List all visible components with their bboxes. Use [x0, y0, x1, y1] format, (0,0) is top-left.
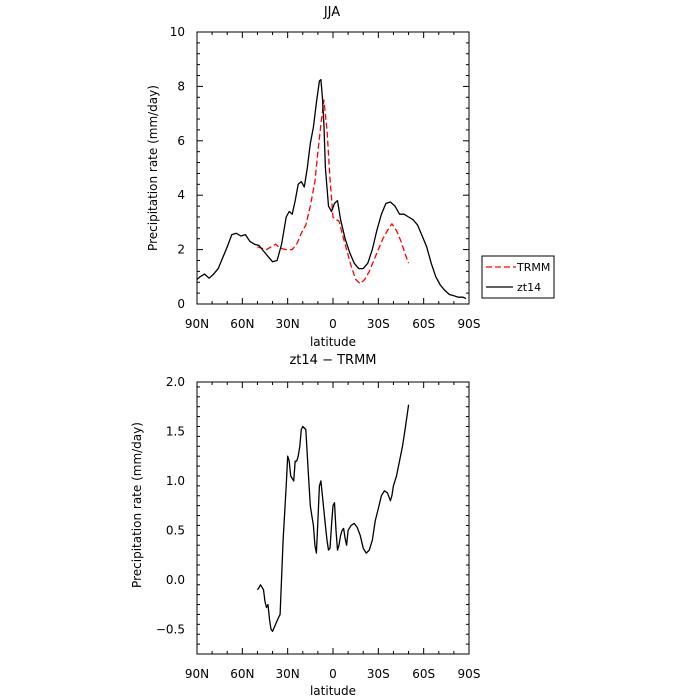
y-tick-label: 2.0 [166, 375, 185, 389]
axis-ticks: 90N 60N 30N 0 30S 60S 90S 0 2 4 6 8 10 [170, 25, 481, 331]
x-tick-label: 90N [185, 317, 209, 331]
y-axis-label: Precipitation rate (mm/day) [130, 422, 144, 588]
x-tick-label: 0 [329, 667, 337, 681]
x-tick-label: 0 [329, 317, 337, 331]
y-tick-label: 0.5 [166, 523, 185, 537]
y-tick-label: 8 [177, 79, 185, 93]
legend-label-trmm: TRMM [516, 261, 550, 274]
series-group [196, 78, 467, 300]
x-axis-label: latitude [310, 684, 356, 698]
y-tick-label: 2 [177, 243, 185, 257]
legend-box [481, 255, 555, 299]
legend-label-zt14: zt14 [517, 281, 541, 294]
legend: TRMM zt14 [481, 255, 555, 299]
series-line-difference [256, 404, 410, 632]
y-tick-label: 6 [177, 134, 185, 148]
x-axis-label: latitude [310, 335, 356, 349]
x-tick-label: 60N [230, 667, 254, 681]
x-tick-label: 90S [458, 317, 481, 331]
panel-title: zt14 − TRMM [289, 353, 376, 368]
y-tick-label: 1.0 [166, 474, 185, 488]
y-tick-label: 0 [177, 297, 185, 311]
plot-frame [196, 31, 470, 305]
y-tick-label: 10 [170, 25, 185, 39]
panel-title: JJA [323, 5, 340, 20]
x-tick-label: 60N [230, 317, 254, 331]
series-group [256, 404, 410, 632]
series-line-trmm [257, 99, 410, 285]
y-tick-label: 4 [177, 188, 185, 202]
x-tick-label: 30S [367, 667, 390, 681]
x-tick-label: 30N [276, 667, 300, 681]
x-tick-label: 30N [276, 317, 300, 331]
y-tick-label: −0.5 [156, 622, 185, 636]
axis-ticks: 90N 60N 30N 0 30S 60S 90S −0.5 0.0 0.5 1.0 1.5 2.0 [156, 375, 481, 681]
plot-frame [196, 381, 470, 655]
y-tick-label: 0.0 [166, 573, 185, 587]
series-line-zt14 [196, 78, 467, 300]
x-tick-label: 90N [185, 667, 209, 681]
difference-panel: zt14 − TRMM 90N 60N 30N 0 30S 60S 90S −0.5 0.0 0.… [130, 353, 480, 698]
y-axis-label: Precipitation rate (mm/day) [146, 85, 160, 251]
y-tick-label: 1.5 [166, 424, 185, 438]
x-tick-label: 60S [412, 317, 435, 331]
x-tick-label: 90S [458, 667, 481, 681]
x-tick-label: 30S [367, 317, 390, 331]
x-tick-label: 60S [412, 667, 435, 681]
